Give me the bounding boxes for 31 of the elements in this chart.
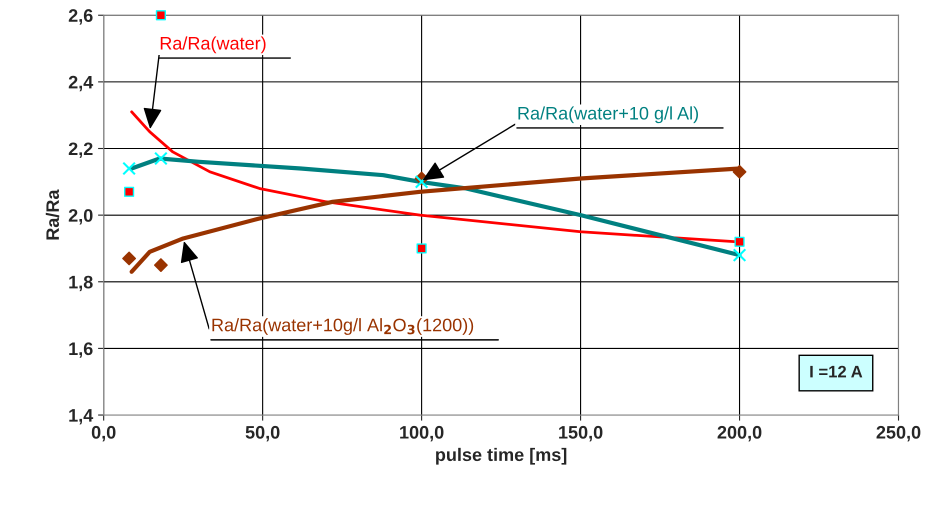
x-tick-label: 100,0 (400, 426, 444, 442)
y-tick-label: 2,4 (68, 76, 94, 92)
point (734, 236, 745, 247)
text: Ra/Ra(water) (160, 36, 266, 54)
x-tick-label: 0,0 (92, 426, 116, 442)
y-tick-label: 1,4 (69, 409, 94, 424)
x-tick-label: 250,0 (876, 426, 920, 442)
point (154, 258, 168, 272)
y-tick-label: 2,0 (68, 209, 93, 224)
y-tick-label: 2,2 (68, 142, 93, 158)
y-tick-label: 1,6 (69, 342, 93, 358)
point (124, 186, 134, 197)
annotation: I =12 A (810, 366, 862, 378)
text: Ra/Ra(water+10 g/l Al) (518, 106, 698, 124)
x-tick-label: 150,0 (559, 426, 602, 442)
y-axis-title: Ra/Ra (46, 189, 60, 240)
point (154, 152, 168, 166)
point (156, 10, 166, 20)
x-tick-label: 200,0 (718, 426, 762, 442)
x-axis-title: pulse time [ms] (436, 448, 566, 465)
point (416, 243, 427, 254)
point (732, 248, 746, 262)
point (122, 162, 136, 176)
point (122, 252, 136, 266)
y-tick-label: 2,6 (68, 9, 93, 25)
x-tick-label: 50,0 (246, 426, 280, 442)
point (732, 164, 746, 179)
line-series (130, 156, 742, 258)
text: Ra/Ra(water+10g/l Al$_{2}$O$_{3}$(1200)) (212, 318, 474, 335)
y-tick-label: 1,8 (69, 276, 93, 292)
point (414, 174, 428, 189)
